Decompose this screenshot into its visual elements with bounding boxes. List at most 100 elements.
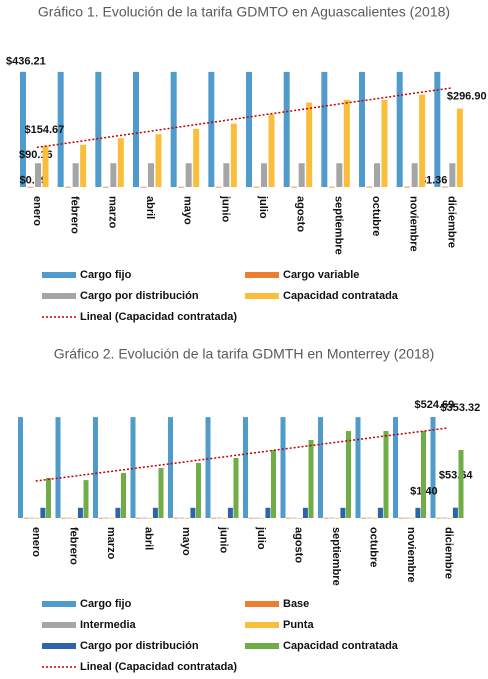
bar <box>109 517 115 519</box>
legend-label: Cargo variable <box>283 269 359 281</box>
bar <box>297 517 303 519</box>
bar <box>158 467 164 518</box>
bar <box>193 128 200 187</box>
bar <box>222 517 228 519</box>
bar <box>230 123 237 187</box>
bar <box>298 163 305 187</box>
legend-label: Capacidad contratada <box>283 640 399 652</box>
bar <box>110 163 117 187</box>
bar <box>178 186 185 188</box>
bar <box>233 457 239 518</box>
bar <box>436 517 442 519</box>
legend-swatch <box>42 293 76 299</box>
bar <box>190 507 196 518</box>
bar <box>283 71 290 187</box>
x-tick-label: julio <box>255 526 267 550</box>
bar <box>140 186 147 188</box>
x-tick-label: julio <box>257 195 269 219</box>
bar <box>366 186 373 188</box>
bar <box>205 417 211 518</box>
bar <box>329 517 335 519</box>
x-tick-label: abril <box>144 196 156 219</box>
bar <box>346 430 351 518</box>
bar <box>355 417 361 518</box>
bar <box>179 517 185 519</box>
x-tick-label: octubre <box>367 527 379 567</box>
bar <box>286 517 292 519</box>
bar <box>334 517 340 519</box>
bar <box>46 477 51 518</box>
bar <box>302 507 308 518</box>
bar <box>458 449 464 518</box>
bar <box>361 517 367 519</box>
bar <box>184 517 190 519</box>
bar <box>271 450 276 518</box>
legend-label: Intermedia <box>80 619 137 631</box>
chart-title: Gráfico 2. Evolución de la tarifa GDMTH … <box>54 346 435 362</box>
x-tick-label: mayo <box>180 527 192 556</box>
legend-swatch <box>245 293 279 299</box>
legend-label: Lineal (Capacidad contratada) <box>80 311 237 323</box>
bar <box>359 71 365 187</box>
bar <box>141 517 147 519</box>
bar <box>421 430 426 518</box>
x-tick-label: diciembre <box>445 196 457 248</box>
bar <box>374 163 380 187</box>
bar <box>117 138 124 187</box>
bar <box>215 186 222 188</box>
legend-label: Cargo fijo <box>80 269 132 281</box>
bar <box>185 163 192 187</box>
bar <box>20 71 26 187</box>
bar <box>40 507 46 518</box>
bar <box>243 417 248 518</box>
bar <box>35 163 41 187</box>
legend-label: Capacidad contratada <box>283 290 399 302</box>
bar <box>280 417 286 518</box>
bar <box>328 186 335 188</box>
bar <box>259 517 265 519</box>
bar <box>323 517 329 519</box>
legend-label: Base <box>283 598 309 610</box>
data-label: $436.21 <box>6 56 46 68</box>
bar <box>366 517 372 519</box>
legend-swatch <box>42 272 76 278</box>
bar <box>57 71 64 187</box>
bar <box>381 99 388 187</box>
bar <box>419 94 426 187</box>
bar <box>321 71 328 187</box>
bar <box>136 517 142 519</box>
trend-line <box>35 427 449 482</box>
x-tick-label: septiembre <box>330 527 342 586</box>
bar <box>170 71 177 187</box>
data-label: $53.64 <box>439 470 474 482</box>
bar <box>254 517 260 519</box>
bar <box>396 71 403 187</box>
bar <box>173 517 179 519</box>
bar <box>404 517 410 519</box>
bar <box>65 186 72 188</box>
bar <box>308 440 314 518</box>
bar <box>133 71 139 187</box>
bar <box>248 517 254 519</box>
bar <box>61 517 67 519</box>
x-tick-label: octubre <box>370 196 382 236</box>
bar <box>80 144 87 187</box>
x-tick-label: marzo <box>106 196 118 229</box>
bar <box>261 163 267 187</box>
bar <box>29 517 35 519</box>
data-label: $353.32 <box>441 402 481 414</box>
bar <box>409 517 415 519</box>
legend-label: Punta <box>283 619 314 631</box>
bar <box>253 186 260 188</box>
bar <box>196 462 201 518</box>
bar <box>441 186 448 188</box>
legend-swatch <box>245 272 279 278</box>
x-tick-label: junio <box>219 195 231 223</box>
bar <box>268 114 275 187</box>
bar <box>336 163 343 187</box>
legend-label: Cargo por distribución <box>80 640 199 652</box>
bar <box>18 417 23 518</box>
bar <box>104 517 110 519</box>
bar <box>98 517 104 519</box>
